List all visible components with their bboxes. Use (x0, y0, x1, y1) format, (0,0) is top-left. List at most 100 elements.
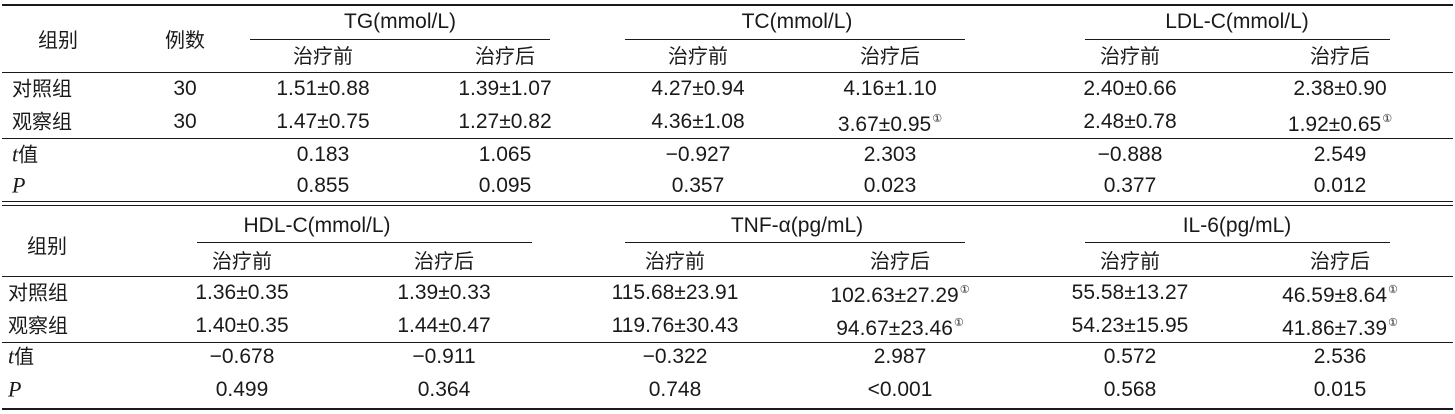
footnote-marker: ① (1388, 317, 1398, 329)
table-cell: 54.23±15.95 (1072, 314, 1189, 338)
table-cell: −0.322 (643, 345, 708, 369)
table-cell-text: 94.67±23.46 (836, 317, 953, 340)
table-cell: −0.888 (1098, 143, 1163, 167)
table-cell-text: 119.76±30.43 (611, 314, 739, 337)
ldl-header-underline (1085, 39, 1390, 40)
table-cell-text: 0.855 (296, 174, 350, 197)
table-cell: 0.364 (418, 378, 471, 402)
table-cell-text: −0.927 (665, 143, 731, 166)
row-label-symbol: P (12, 172, 26, 198)
table-cell-text: 1.39±1.07 (458, 77, 552, 100)
after-treatment-header: 治疗后 (1310, 44, 1370, 68)
table-cell: 1.065 (479, 143, 532, 167)
table-cell: −0.911 (412, 345, 475, 369)
table-cell-text: 0.015 (1313, 378, 1367, 401)
table-cell-text: 2.549 (1313, 143, 1367, 166)
row-label: 观察组 (8, 314, 68, 339)
metric-header: TG(mmol/L) (344, 10, 456, 33)
il6-header-underline (1085, 242, 1390, 243)
table-cell: 0.357 (672, 174, 725, 198)
before-treatment-header: 治疗前 (1100, 249, 1160, 273)
table-cell-text: 3.67±0.95 (837, 113, 932, 136)
row-label-symbol: P (8, 376, 22, 402)
row-label-symbol: t (12, 141, 19, 167)
table-cell: −0.678 (210, 345, 275, 369)
table-cell: <0.001 (868, 378, 933, 402)
table-cell-text: −0.322 (642, 345, 708, 368)
table-cell: 0.012 (1314, 174, 1367, 198)
table-cell-text: 2.40±0.66 (1083, 77, 1177, 100)
after-treatment-header: 治疗后 (870, 249, 930, 273)
table-cell: 1.44±0.47 (397, 314, 490, 338)
metric-header: IL-6(pg/mL) (1182, 214, 1292, 237)
table-cell-text: 54.23±15.95 (1071, 314, 1189, 337)
after-treatment-header: 治疗后 (475, 44, 535, 68)
table-cell-text: 2.536 (1313, 345, 1367, 368)
table-cell-text: 0.377 (1103, 174, 1157, 197)
table-cell: 1.51±0.88 (276, 77, 369, 101)
table-cell: 2.303 (864, 143, 917, 167)
table-cell-text: 1.39±0.33 (397, 281, 491, 304)
before-treatment-header: 治疗前 (1100, 44, 1160, 68)
table-cell-text: 4.36±1.08 (651, 110, 745, 133)
table-cell: 1.36±0.35 (195, 281, 288, 305)
table-cell: 4.36±1.08 (651, 110, 744, 134)
row-label-text: 值 (14, 344, 35, 369)
table-cell: 3.67±0.95① (838, 107, 942, 137)
table-cell-text: 2.987 (873, 345, 927, 368)
table-cell: 1.47±0.75 (276, 110, 369, 134)
table-cell: 1.27±0.82 (458, 110, 551, 134)
table-cell: 0.183 (297, 143, 350, 167)
table-cell-text: 1.92±0.65 (1287, 113, 1382, 136)
table2-stats-rule (2, 342, 1453, 343)
table-cell: 0.377 (1104, 174, 1157, 198)
table-cell-text: 115.68±23.91 (611, 281, 739, 304)
table-cell-text: 1.065 (478, 143, 532, 166)
table-cell-text: 41.86±7.39 (1282, 317, 1388, 340)
table-cell-text: −0.678 (209, 345, 275, 368)
table-cell: 0.748 (649, 378, 702, 402)
table-cell-text: 2.303 (863, 143, 917, 166)
footnote-marker: ① (953, 317, 964, 329)
row-label: P (12, 172, 26, 199)
table-cell-text: 46.59±8.64 (1282, 284, 1388, 307)
table-cell: 1.39±1.07 (458, 77, 551, 101)
table-separator-rule-2 (2, 205, 1453, 206)
footnote-marker: ① (959, 284, 970, 296)
row-label: 对照组 (12, 77, 72, 102)
table-cell: 102.63±27.29① (830, 278, 969, 308)
metric-header: TNF-α(pg/mL) (730, 214, 864, 237)
table-cell-text: 1.40±0.35 (195, 314, 289, 337)
table-cell: 2.987 (874, 345, 927, 369)
table2-header-rule (2, 276, 1453, 277)
table-cell-text: 55.58±13.27 (1071, 281, 1189, 304)
table-cell-text: 0.364 (417, 378, 471, 401)
table-cell: 0.015 (1314, 378, 1367, 402)
table-cell-text: 0.012 (1313, 174, 1367, 197)
table-cell: 2.48±0.78 (1083, 110, 1176, 134)
table-cell-text: 0.183 (296, 143, 350, 166)
before-treatment-header: 治疗前 (645, 249, 705, 273)
table-cell-text: 102.63±27.29 (830, 284, 959, 307)
table-cell: 2.549 (1314, 143, 1367, 167)
table-cell: 0.499 (216, 378, 269, 402)
table-cell-text: 1.47±0.75 (276, 110, 370, 133)
table-cell: 1.40±0.35 (195, 314, 288, 338)
before-treatment-header: 治疗前 (212, 249, 272, 273)
footnote-marker: ① (1388, 284, 1398, 296)
tg-header-underline (250, 39, 550, 40)
after-treatment-header: 治疗后 (860, 44, 920, 68)
table-cell: 0.095 (479, 174, 532, 198)
table-cell: 1.39±0.33 (397, 281, 490, 305)
group-header: 组别 (38, 28, 78, 52)
after-treatment-header: 治疗后 (414, 249, 474, 273)
table1-header-rule (2, 72, 1453, 73)
table-cell-text: −0.888 (1097, 143, 1163, 166)
table-cell-text: 0.572 (1103, 345, 1157, 368)
top-rule (2, 4, 1453, 6)
row-label-symbol: t (8, 343, 15, 369)
row-label: t值 (12, 141, 38, 168)
table-cell-text: 0.568 (1103, 378, 1157, 401)
bottom-rule (2, 408, 1453, 410)
after-treatment-header: 治疗后 (1310, 249, 1370, 273)
